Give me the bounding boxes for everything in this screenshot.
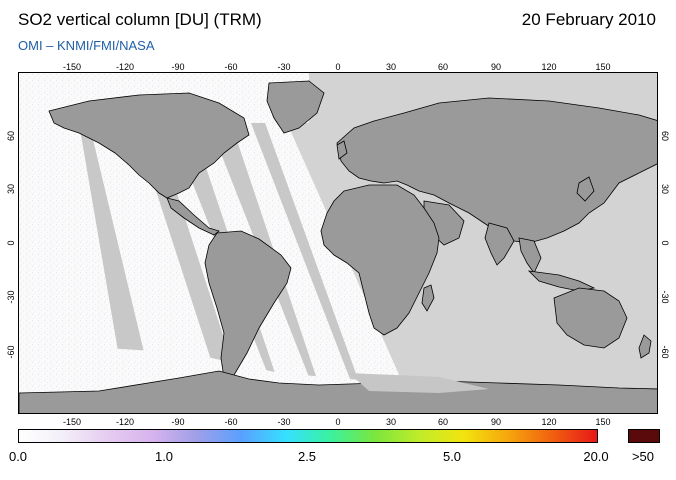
lat-tick-left: 60 [6, 130, 16, 142]
lon-tick-top: 30 [385, 62, 397, 72]
british-isles [336, 140, 348, 160]
africa [320, 184, 440, 336]
lon-tick-bottom: -150 [62, 417, 82, 427]
lon-tick-top: 90 [490, 62, 502, 72]
lon-tick-bottom: 30 [385, 417, 397, 427]
lon-tick-bottom: 150 [595, 417, 611, 427]
colorbar-overflow-label: >50 [631, 449, 655, 464]
lon-tick-bottom: 120 [541, 417, 557, 427]
map-title: SO2 vertical column [DU] (TRM) [18, 10, 262, 29]
lon-tick-top: -60 [224, 62, 238, 72]
india [484, 222, 515, 266]
lon-tick-bottom: 0 [335, 417, 341, 427]
central-america [166, 197, 220, 236]
madagascar [421, 284, 435, 312]
south-america [204, 230, 292, 379]
lon-tick-top: -30 [277, 62, 291, 72]
colorbar-label: 20.0 [583, 449, 609, 464]
swath [231, 123, 364, 413]
lat-tick-right: 0 [660, 240, 670, 246]
north-america [48, 92, 250, 199]
lon-tick-bottom: 60 [437, 417, 449, 427]
lat-tick-left: -30 [6, 290, 16, 304]
lat-tick-right: -60 [660, 345, 670, 359]
new-zealand [638, 334, 652, 359]
greenland [266, 80, 325, 134]
colorbar-label: 0.0 [8, 449, 28, 464]
japan [576, 176, 595, 202]
colorbar [18, 429, 598, 443]
lon-tick-top: -90 [171, 62, 185, 72]
map-panel [18, 72, 658, 414]
lat-tick-right: 30 [660, 183, 670, 195]
lon-tick-top: -150 [62, 62, 82, 72]
map-date: 20 February 2010 [521, 10, 656, 29]
lon-tick-bottom: -90 [171, 417, 185, 427]
colorbar-label: 1.0 [154, 449, 174, 464]
colorbar-overflow [628, 429, 660, 443]
lon-tick-bottom: -120 [115, 417, 135, 427]
lat-tick-left: 0 [6, 240, 16, 246]
lat-tick-right: -30 [660, 290, 670, 304]
swath [89, 123, 229, 413]
lon-tick-bottom: -60 [224, 417, 238, 427]
lon-tick-top: 120 [541, 62, 557, 72]
australia [553, 287, 628, 349]
lon-tick-top: 60 [437, 62, 449, 72]
lon-tick-bottom: -30 [277, 417, 291, 427]
swath [19, 123, 129, 413]
eurasia [336, 97, 657, 244]
lat-tick-left: 30 [6, 183, 16, 195]
lat-tick-right: 60 [660, 130, 670, 142]
data-credit: OMI – KNMI/FMI/NASA [18, 38, 155, 53]
swath-shadow [349, 373, 489, 393]
swath [265, 123, 417, 413]
swath-gap [251, 123, 371, 413]
lon-tick-top: -120 [115, 62, 135, 72]
lon-tick-top: 150 [595, 62, 611, 72]
swath-gap [79, 123, 159, 413]
land-masses [19, 80, 657, 413]
colorbar-label: 2.5 [297, 449, 317, 464]
lon-tick-bottom: 90 [490, 417, 502, 427]
world-map [19, 73, 657, 413]
colorbar-label: 5.0 [442, 449, 462, 464]
lat-tick-left: -60 [6, 345, 16, 359]
lon-tick-top: 0 [335, 62, 341, 72]
